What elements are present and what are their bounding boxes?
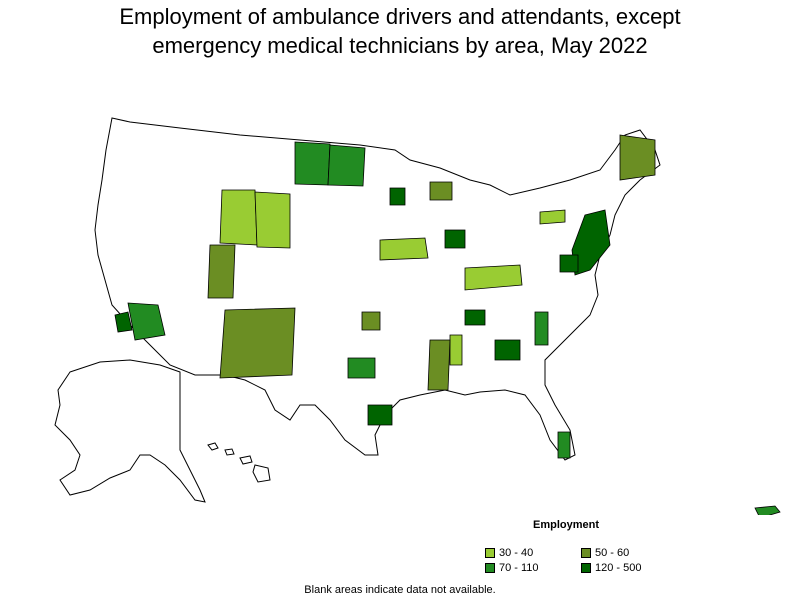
legend-item-50-60: 50 - 60	[581, 547, 629, 559]
area-southern-california	[114, 311, 133, 333]
legend-label: 120 - 500	[595, 562, 642, 574]
legend-swatch	[485, 563, 495, 573]
area-texas-north	[347, 357, 376, 379]
area-chicago	[444, 229, 466, 249]
area-new-mexico	[219, 307, 296, 379]
alaska-outline	[54, 359, 206, 503]
area-puerto-rico	[754, 505, 781, 515]
area-houston	[367, 404, 393, 426]
area-wisconsin	[429, 181, 453, 201]
legend-label: 70 - 110	[499, 562, 539, 574]
area-maine	[619, 134, 656, 181]
area-mississippi	[427, 339, 451, 391]
area-indiana-ohio	[464, 264, 523, 291]
area-tennessee	[464, 309, 486, 326]
hawaii-island-2	[224, 448, 235, 456]
area-north-dakota-east	[327, 144, 366, 187]
area-arizona	[127, 302, 166, 341]
area-south-carolina	[534, 311, 549, 346]
legend-item-70-110: 70 - 110	[485, 562, 539, 574]
area-utah	[207, 244, 236, 299]
legend-swatch	[485, 548, 495, 558]
footnote: Blank areas indicate data not available.	[304, 584, 496, 596]
area-illinois-iowa	[379, 237, 429, 261]
area-mississippi-east	[449, 334, 463, 366]
area-wyoming-east	[254, 191, 291, 249]
area-wyoming-west	[219, 189, 258, 246]
area-arkansas	[361, 311, 381, 331]
area-new-york	[539, 209, 566, 225]
title-line-1: Employment of ambulance drivers and atte…	[119, 4, 681, 29]
legend-title: Employment	[533, 519, 600, 531]
legend-swatch	[581, 548, 591, 558]
area-florida	[557, 431, 571, 459]
area-northeast-corridor	[571, 209, 611, 276]
legend-swatch	[581, 563, 591, 573]
legend-item-30-40: 30 - 40	[485, 547, 533, 559]
legend-label: 50 - 60	[595, 547, 630, 559]
area-north-dakota-west	[294, 141, 331, 186]
hawaii-island-3	[239, 455, 253, 465]
map-title: Employment of ambulance drivers and atte…	[0, 2, 800, 60]
us-area-map	[54, 117, 781, 515]
title-line-2: emergency medical technicians by area, M…	[152, 33, 648, 58]
area-georgia	[494, 339, 521, 361]
area-minnesota	[389, 187, 406, 206]
hawaii-island-4	[252, 464, 271, 483]
legend-label: 30 - 40	[499, 547, 534, 559]
hawaii-island-1	[207, 442, 219, 451]
legend-item-120-500: 120 - 500	[581, 562, 641, 574]
area-maryland	[559, 254, 579, 273]
